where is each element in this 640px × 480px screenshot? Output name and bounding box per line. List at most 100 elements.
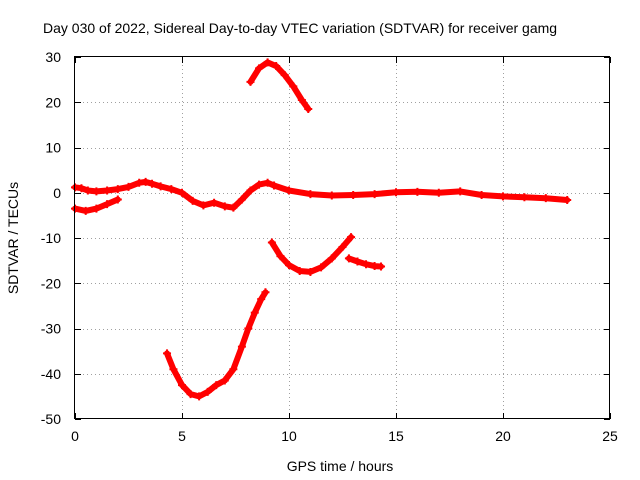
data-point	[229, 365, 238, 374]
data-point	[195, 392, 204, 401]
data-point	[370, 190, 379, 199]
data-point	[255, 64, 264, 73]
data-point	[237, 342, 246, 351]
data-point	[263, 178, 272, 187]
data-point	[124, 182, 133, 191]
y-axis-label: SDTVAR / TECUs	[5, 182, 21, 294]
data-point	[267, 238, 276, 247]
data-point	[413, 187, 422, 196]
data-point	[188, 196, 197, 205]
series-arc-mid	[267, 233, 356, 276]
data-point	[456, 187, 465, 196]
data-point	[77, 184, 86, 193]
data-point	[148, 179, 157, 188]
data-point	[263, 58, 272, 67]
data-point	[244, 324, 253, 333]
series-arc-top	[246, 58, 313, 114]
x-tick-label: 0	[71, 428, 79, 444]
data-point	[169, 365, 178, 374]
data-point	[563, 195, 572, 204]
data-point	[276, 252, 285, 261]
y-tick-label: 10	[45, 140, 61, 156]
data-point	[167, 185, 176, 194]
series-arc-bottom	[163, 288, 270, 401]
data-point	[199, 201, 208, 210]
y-tick-label: 30	[45, 49, 61, 65]
data-point	[210, 198, 219, 207]
y-tick-label: -50	[41, 411, 61, 427]
data-point	[347, 233, 356, 242]
data-point	[246, 186, 255, 195]
data-point	[338, 243, 347, 252]
data-point	[178, 188, 186, 197]
data-point	[186, 390, 195, 399]
data-point	[212, 381, 221, 390]
data-point	[280, 71, 289, 80]
data-point	[103, 200, 112, 209]
data-point	[520, 193, 529, 202]
data-point	[92, 204, 101, 213]
y-tick-label: 20	[45, 94, 61, 110]
ticks	[75, 57, 611, 420]
chart-title: Day 030 of 2022, Sidereal Day-to-day VTE…	[43, 20, 557, 36]
data-point	[156, 182, 165, 191]
data-point	[141, 177, 150, 186]
y-tick-label: -30	[41, 321, 61, 337]
plot-frame	[74, 56, 610, 419]
series-band-main-2	[270, 181, 572, 204]
data-point	[163, 349, 172, 358]
data-point	[237, 195, 246, 204]
data-point	[297, 95, 306, 104]
x-tick-label: 10	[281, 428, 297, 444]
data-point	[306, 267, 315, 276]
tick-labels: 0 5 10 15 20 25 -50 -40 -30 -20 -10 0 10 20 30	[41, 49, 618, 444]
data-point	[477, 191, 486, 200]
data-point	[261, 288, 270, 297]
data-point	[83, 186, 92, 195]
data-point	[377, 262, 386, 271]
x-tick-label: 20	[495, 428, 511, 444]
data-point	[349, 191, 358, 200]
data-point	[541, 194, 550, 203]
x-tick-label: 25	[602, 428, 618, 444]
series-line	[164, 289, 269, 400]
series-seg-right	[344, 254, 386, 271]
data-point	[327, 191, 336, 200]
data-point	[392, 188, 400, 197]
y-tick-label: -40	[41, 366, 61, 382]
y-tick-label: -20	[41, 275, 61, 291]
y-tick-label: 0	[53, 185, 61, 201]
data-point	[250, 308, 259, 317]
data-point	[92, 187, 101, 196]
data-point	[499, 192, 507, 201]
data-point	[220, 376, 229, 385]
data-point	[272, 62, 281, 71]
y-tick-label: -10	[41, 230, 61, 246]
data-point	[255, 180, 264, 189]
x-tick-label: 5	[178, 428, 186, 444]
data-point	[362, 260, 371, 269]
data-point	[317, 263, 326, 272]
data-point	[113, 185, 122, 194]
data-point	[103, 186, 112, 195]
series-layer	[71, 58, 572, 401]
data-point	[304, 105, 313, 114]
data-point	[270, 181, 279, 190]
grid	[75, 57, 610, 419]
data-point	[203, 387, 212, 396]
data-point	[285, 186, 293, 195]
data-point	[220, 202, 229, 211]
x-axis-label: GPS time / hours	[287, 458, 394, 474]
data-point	[81, 206, 90, 215]
x-tick-label: 15	[388, 428, 404, 444]
data-point	[289, 82, 298, 91]
data-point	[434, 188, 443, 197]
data-point	[113, 195, 122, 204]
data-point	[327, 254, 336, 263]
data-point	[229, 203, 238, 212]
data-point	[306, 190, 315, 199]
data-point	[353, 257, 362, 266]
data-point	[344, 254, 353, 263]
